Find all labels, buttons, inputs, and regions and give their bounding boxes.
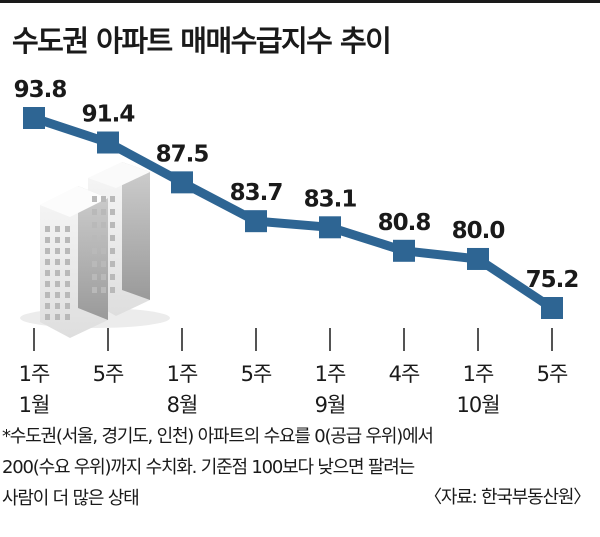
top-rule xyxy=(0,0,600,3)
x-tick-label-week: 1주 xyxy=(315,362,346,386)
data-value-label: 91.4 xyxy=(82,102,135,128)
series-line xyxy=(29,113,557,313)
data-value-label: 83.1 xyxy=(304,186,357,212)
x-tick-label-month: 1월 xyxy=(19,393,50,417)
source-credit: 〈자료: 한국부동산원〉 xyxy=(424,487,591,508)
apartment-building-illustration xyxy=(20,162,170,338)
data-value-label: 75.2 xyxy=(526,267,579,293)
x-tick-label-month: 9월 xyxy=(315,393,346,417)
line-chart: 93.8 91.4 87.5 83.7 83.1 80.8 80.0 75.2 1주 5주 1주 5… xyxy=(14,77,580,417)
x-tick-label-month: 10월 xyxy=(456,393,499,417)
data-value-label: 93.8 xyxy=(14,77,67,103)
data-point-marker xyxy=(23,107,45,129)
data-value-label: 83.7 xyxy=(230,180,283,206)
x-tick-label-week: 1주 xyxy=(19,362,50,386)
data-point-marker xyxy=(541,297,563,319)
x-tick-label-week: 1주 xyxy=(167,362,198,386)
x-tick-label-week: 4주 xyxy=(389,362,420,386)
data-point-marker xyxy=(393,239,415,262)
x-tick-label-week: 5주 xyxy=(241,362,272,386)
footnote-line-2: 200(수요 우위)까지 수치화. 기준점 100보다 낮으면 팔려는 xyxy=(2,457,415,478)
data-point-marker xyxy=(171,171,193,194)
data-point-marker xyxy=(467,247,489,270)
x-tick-label-month: 8월 xyxy=(167,393,198,417)
x-tick-label-week: 5주 xyxy=(537,362,568,386)
footnote-line-1: *수도권(서울, 경기도, 인천) 아파트의 수요를 0(공급 우위)에서 xyxy=(2,426,434,447)
data-point-marker xyxy=(97,131,119,154)
chart-title: 수도권 아파트 매매수급지수 추이 xyxy=(12,24,392,58)
data-value-label: 80.8 xyxy=(378,210,431,236)
footnote-line-3: 사람이 더 많은 상태 xyxy=(2,488,140,509)
x-tick-label-week: 1주 xyxy=(463,362,494,386)
data-point-marker xyxy=(319,216,341,239)
data-value-label: 80.0 xyxy=(452,218,505,244)
footnote: *수도권(서울, 경기도, 인천) 아파트의 수요를 0(공급 우위)에서 20… xyxy=(2,421,598,514)
data-point-marker xyxy=(245,210,267,233)
x-tick-label-week: 5주 xyxy=(93,362,124,386)
data-value-label: 87.5 xyxy=(156,141,209,167)
